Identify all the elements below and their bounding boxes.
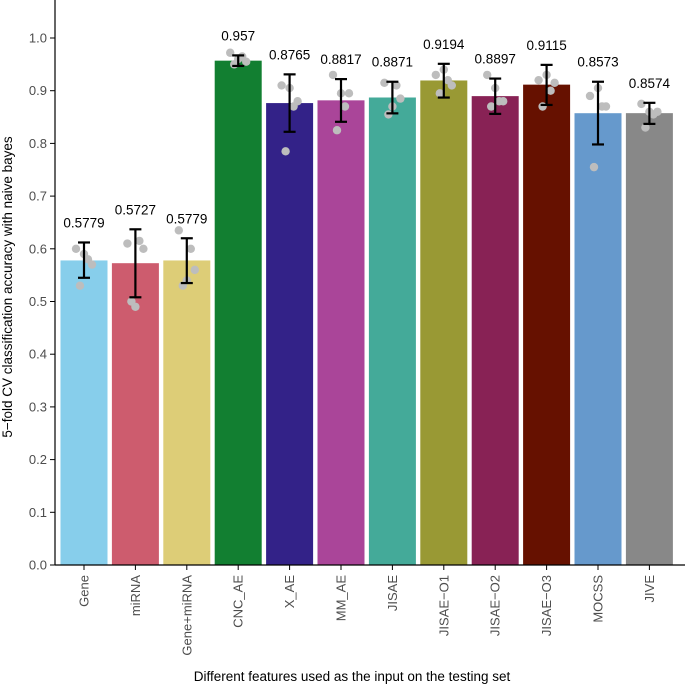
data-point bbox=[487, 102, 496, 111]
bar bbox=[163, 260, 211, 565]
data-point bbox=[585, 91, 595, 101]
value-label: 0.9194 bbox=[423, 37, 465, 52]
y-tick-label: 0.5 bbox=[29, 294, 47, 309]
value-label: 0.5779 bbox=[63, 215, 104, 230]
data-point bbox=[534, 75, 543, 85]
data-point bbox=[277, 81, 286, 90]
data-point bbox=[186, 244, 195, 253]
y-tick-label: 0.4 bbox=[29, 347, 47, 362]
data-point bbox=[71, 244, 81, 253]
bar bbox=[574, 113, 622, 565]
data-point bbox=[392, 81, 401, 90]
data-point bbox=[135, 236, 144, 246]
data-point bbox=[123, 239, 132, 248]
value-label: 0.957 bbox=[221, 28, 255, 43]
x-tick-label: X_AE bbox=[282, 575, 297, 609]
y-axis-title: 5−fold CV classification accuracy with n… bbox=[0, 136, 15, 438]
y-tick-label: 0.9 bbox=[29, 83, 47, 98]
data-point bbox=[589, 162, 599, 172]
data-point bbox=[483, 70, 492, 80]
value-label: 0.8817 bbox=[320, 52, 361, 67]
data-point bbox=[396, 94, 405, 103]
data-point bbox=[190, 265, 199, 275]
x-axis-title: Different features used as the input on … bbox=[194, 669, 511, 684]
error-bars-layer bbox=[78, 54, 656, 299]
data-point bbox=[293, 97, 302, 106]
x-tick-label: Gene+miRNA bbox=[179, 575, 194, 656]
value-label: 0.8574 bbox=[629, 76, 671, 91]
bars-layer bbox=[60, 60, 673, 566]
data-point bbox=[550, 78, 559, 87]
bar bbox=[214, 60, 262, 565]
data-point bbox=[447, 81, 456, 90]
bar bbox=[317, 100, 365, 565]
x-tick-label: Gene bbox=[77, 575, 92, 607]
y-tick-label: 0.0 bbox=[29, 558, 47, 573]
axes-layer bbox=[54, 0, 685, 566]
y-tick-label: 0.1 bbox=[29, 505, 47, 520]
bar bbox=[368, 97, 416, 566]
data-point bbox=[328, 70, 338, 80]
data-point bbox=[242, 57, 251, 66]
value-label: 0.8573 bbox=[577, 55, 618, 70]
data-point bbox=[641, 123, 650, 132]
y-tick-label: 0.8 bbox=[29, 136, 47, 151]
data-point bbox=[75, 281, 85, 290]
data-point bbox=[435, 89, 444, 98]
y-tick-label: 1.0 bbox=[29, 31, 47, 46]
y-tick-label: 0.7 bbox=[29, 189, 47, 204]
data-point bbox=[87, 260, 97, 269]
x-tick-label: miRNA bbox=[128, 575, 143, 616]
bar bbox=[523, 84, 571, 566]
bar bbox=[60, 260, 108, 565]
data-point bbox=[131, 302, 140, 311]
bar bbox=[625, 113, 673, 565]
value-labels-layer: 0.5779 0.5727 0.5779 0.957 0.8765 0.8817 0.887… bbox=[63, 28, 670, 230]
x-tick-label: JISAE−O3 bbox=[539, 575, 554, 636]
data-point bbox=[344, 89, 354, 98]
data-point bbox=[499, 97, 508, 106]
bar bbox=[266, 103, 314, 565]
y-tick-label: 0.3 bbox=[29, 399, 47, 414]
x-tick-label: JIVE bbox=[642, 575, 657, 603]
x-tick-label: CNC_AE bbox=[231, 575, 246, 628]
y-tick-label: 0.2 bbox=[29, 452, 47, 467]
data-point bbox=[601, 102, 611, 111]
data-point bbox=[431, 70, 440, 80]
x-tick-label: MOCSS bbox=[591, 575, 606, 623]
x-tick-label: JISAE bbox=[385, 575, 400, 611]
data-point bbox=[653, 107, 662, 116]
value-label: 0.8871 bbox=[372, 55, 413, 70]
bar bbox=[471, 96, 519, 565]
x-tick-label: JISAE−O2 bbox=[488, 575, 503, 636]
bar bbox=[420, 80, 468, 565]
x-tick-label: JISAE−O1 bbox=[436, 575, 451, 636]
data-point bbox=[332, 126, 342, 135]
data-point bbox=[281, 147, 290, 156]
value-label: 0.9115 bbox=[526, 38, 566, 53]
y-tick-label: 0.6 bbox=[29, 241, 47, 256]
value-label: 0.5779 bbox=[166, 211, 207, 226]
data-point bbox=[340, 102, 350, 111]
value-label: 0.5727 bbox=[115, 202, 156, 217]
data-point bbox=[546, 86, 555, 95]
y-ticks: 0.0 0.1 0.2 0.3 0.4 0.5 0.6 0.7 0.8 0.9 1.0 bbox=[29, 31, 55, 573]
points-layer bbox=[71, 48, 662, 311]
x-ticks: Gene miRNA Gene+miRNA CNC_AE X_AE MM_AE JISAE J… bbox=[77, 565, 657, 656]
value-label: 0.8897 bbox=[475, 52, 516, 67]
x-tick-label: MM_AE bbox=[334, 575, 349, 622]
bar bbox=[111, 263, 159, 565]
data-point bbox=[174, 226, 183, 235]
value-label: 0.8765 bbox=[269, 47, 310, 62]
data-point bbox=[139, 244, 148, 253]
